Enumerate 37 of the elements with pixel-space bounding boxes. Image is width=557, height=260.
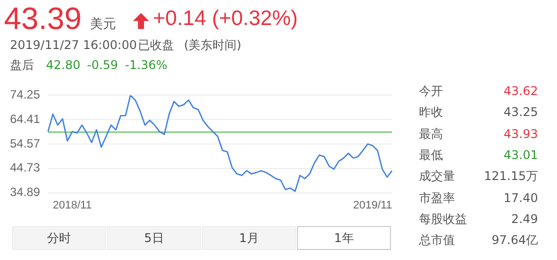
y-tick-label: 74.25 <box>10 88 40 102</box>
text: 每股收益 <box>419 212 467 226</box>
text: 市盈率 <box>419 190 455 204</box>
text: 43.25 <box>504 105 538 120</box>
text: 1月 <box>202 226 296 250</box>
text: 121.15万 <box>484 169 538 184</box>
text: 43.62 <box>504 84 538 98</box>
text: 成交量 <box>419 169 455 184</box>
text: 2.49 <box>511 212 538 226</box>
text: 97.64亿 <box>492 233 538 248</box>
text: 昨收 <box>419 105 443 120</box>
text: 2019/11/27 16:00:00 <box>10 38 137 52</box>
text: 43.39 <box>4 1 82 36</box>
text: 盘后 <box>10 58 34 72</box>
text: 1年 <box>297 226 391 250</box>
text: 5日 <box>107 226 201 250</box>
text: -1.36% <box>125 58 168 72</box>
text: (美东时间) <box>184 38 242 52</box>
y-tick-label: 34.89 <box>10 185 40 200</box>
text: -0.59 <box>87 58 118 72</box>
text: 17.40 <box>504 190 538 204</box>
y-tick-label: 54.57 <box>10 136 40 150</box>
x-tick-label: 2019/11 <box>353 199 392 212</box>
text: +0.14 (+0.32%) <box>153 7 298 30</box>
text: 分时 <box>12 226 106 250</box>
text: 总市值 <box>419 233 455 248</box>
text: 43.01 <box>504 148 538 162</box>
text: 今开 <box>419 84 443 98</box>
y-tick-label: 44.73 <box>10 160 40 175</box>
text: 最低 <box>419 148 443 162</box>
text: 最高 <box>419 126 443 141</box>
y-tick-label: 64.41 <box>10 112 40 126</box>
text: 42.80 <box>46 58 80 72</box>
text: 已收盘 <box>138 38 174 52</box>
text: 43.93 <box>504 126 538 141</box>
text: 美元 <box>90 17 116 32</box>
x-tick-label: 2018/11 <box>52 199 92 212</box>
